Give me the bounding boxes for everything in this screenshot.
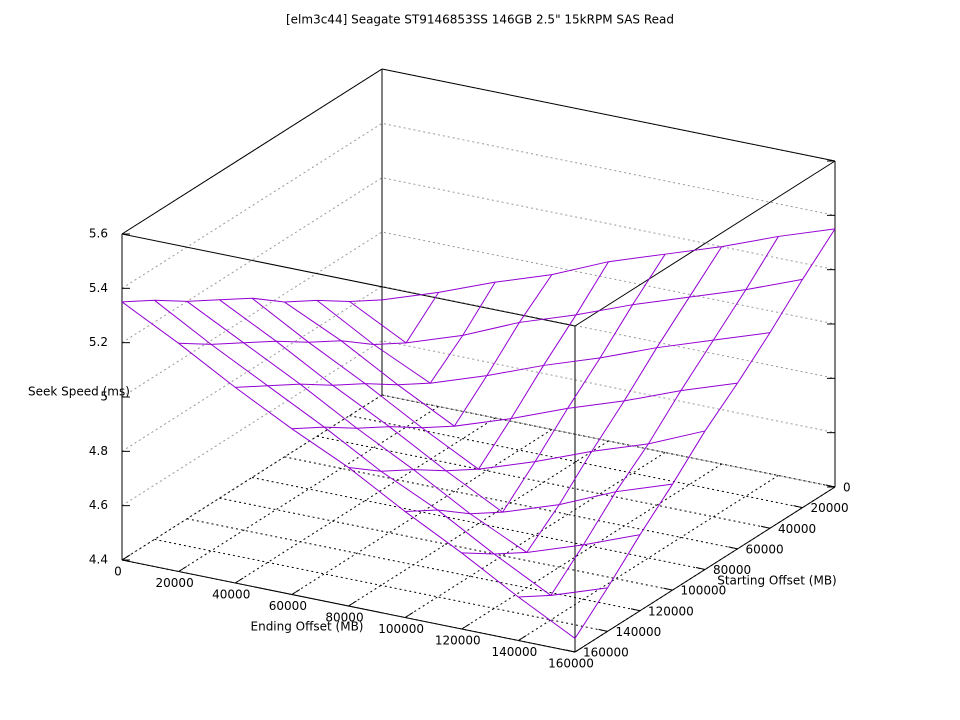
grid-line [251, 477, 706, 570]
z-tick-label: 4.6 [89, 498, 108, 512]
grid-line [121, 340, 836, 507]
tick-mark [234, 577, 244, 584]
mesh-row [284, 301, 738, 427]
box-edge [121, 68, 383, 235]
tick-mark [121, 554, 131, 561]
x-tick-label: 120000 [435, 634, 481, 648]
x-tick-label: 60000 [269, 599, 307, 613]
mesh-row [316, 300, 771, 384]
tick-mark [663, 587, 673, 591]
y-tick-label: 80000 [713, 563, 751, 577]
mesh-column [235, 281, 496, 388]
mesh-column [291, 274, 553, 430]
x-axis-label: Ending Offset (MB) [251, 620, 364, 634]
mesh-column [348, 261, 609, 472]
tick-mark [728, 546, 738, 550]
mesh-row [381, 228, 836, 301]
tick-mark [348, 600, 357, 607]
x-tick-label: 140000 [491, 645, 537, 659]
grid-line [404, 452, 666, 618]
z-axis-label: Seek Speed (ms) [28, 385, 130, 399]
x-tick-label: 40000 [212, 588, 250, 602]
x-tick-label: 0 [114, 565, 122, 579]
y-axis-label: Starting Offset (MB) [717, 574, 837, 588]
grid-line [121, 285, 836, 452]
grid-line [121, 177, 836, 344]
grid-line [219, 497, 673, 591]
tick-mark [574, 646, 584, 653]
y-tick-label: 160000 [583, 646, 629, 660]
tick-mark [518, 635, 527, 641]
tick-mark [598, 628, 608, 632]
tick-mark [404, 612, 414, 618]
tick-mark [760, 525, 771, 529]
tick-mark [695, 567, 706, 570]
grid-line [284, 456, 738, 550]
box-edge [381, 68, 836, 162]
tick-mark [461, 623, 471, 630]
y-tick-label: 40000 [778, 522, 816, 536]
box-edge [121, 233, 576, 327]
mesh-row [186, 301, 641, 553]
x-tick-label: 160000 [548, 657, 594, 671]
y-tick-label: 60000 [746, 542, 784, 556]
tick-mark [793, 505, 803, 509]
grid-line [291, 429, 553, 595]
x-tick-label: 20000 [156, 576, 194, 590]
z-tick-label: 5.6 [89, 227, 108, 241]
mesh-column [178, 292, 440, 346]
box-edge [574, 160, 836, 327]
y-tick-label: 120000 [648, 604, 694, 618]
y-tick-label: 140000 [616, 625, 662, 639]
z-tick-label: 5.2 [89, 335, 108, 349]
mesh-column [518, 236, 779, 598]
grid-line [234, 417, 496, 584]
mesh-column [405, 253, 666, 515]
grid-line [461, 463, 723, 630]
y-tick-label: 100000 [681, 584, 727, 598]
tick-mark [178, 566, 187, 572]
z-tick-label: 4.8 [89, 444, 108, 458]
x-tick-label: 100000 [378, 622, 424, 636]
x-tick-label: 80000 [325, 611, 363, 625]
grid-line [121, 394, 836, 561]
tick-mark [565, 649, 576, 653]
grid-line [381, 394, 836, 488]
z-tick-label: 4.4 [89, 553, 108, 567]
grid-line [349, 415, 803, 509]
chart-title: [elm3c44] Seagate ST9146853SS 146GB 2.5"… [286, 13, 674, 27]
mesh-row [349, 278, 803, 344]
grid-line [154, 538, 608, 632]
grid-line [121, 68, 836, 235]
grid-line [121, 231, 836, 398]
tick-mark [825, 484, 836, 488]
grid-line [348, 440, 609, 607]
grid-line [121, 122, 836, 289]
grid-line [316, 435, 771, 529]
mesh-row [251, 297, 706, 470]
grid-line [186, 518, 641, 612]
y-tick-label: 20000 [811, 501, 849, 515]
tick-mark [630, 608, 641, 612]
grid-line [178, 406, 439, 572]
mesh-column [574, 228, 836, 639]
mesh-column [461, 246, 723, 555]
tick-mark [291, 589, 301, 595]
grid-line [121, 394, 383, 561]
z-tick-label: 5 [100, 390, 108, 404]
z-tick-label: 5.4 [89, 281, 108, 295]
mesh-column [121, 297, 383, 303]
y-tick-label: 0 [843, 481, 851, 495]
grid-line [518, 475, 779, 641]
